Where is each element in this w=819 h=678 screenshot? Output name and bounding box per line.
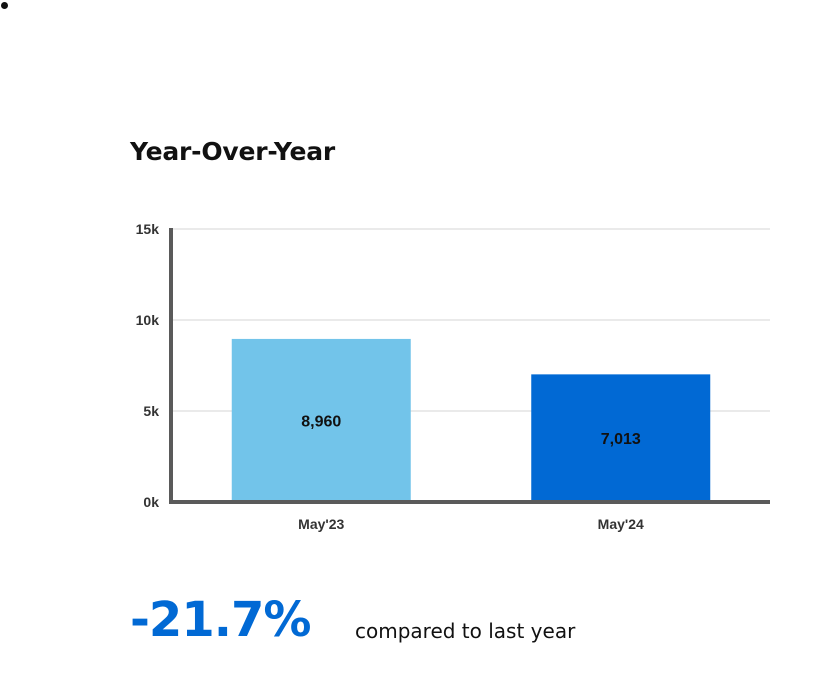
y-tick-label: 5k — [143, 403, 159, 419]
bar-chart: 0k 5k 10k 15k 8,960 May'23 7,013 May'24 — [136, 221, 770, 532]
x-tick-label: May'24 — [598, 516, 644, 532]
bar — [231, 338, 411, 502]
y-tick-label: 10k — [136, 312, 160, 328]
bullet-dot — [1, 2, 8, 9]
y-tick-label: 15k — [136, 221, 160, 237]
chart-title: Year-Over-Year — [130, 137, 336, 166]
change-percent: -21.7% — [130, 592, 311, 648]
bar — [531, 374, 711, 502]
x-tick-label: May'23 — [298, 516, 344, 532]
bar-value-label: 7,013 — [601, 431, 641, 448]
bar-value-label: 8,960 — [301, 413, 341, 430]
y-tick-label: 0k — [143, 494, 159, 510]
change-description: compared to last year — [355, 619, 576, 643]
